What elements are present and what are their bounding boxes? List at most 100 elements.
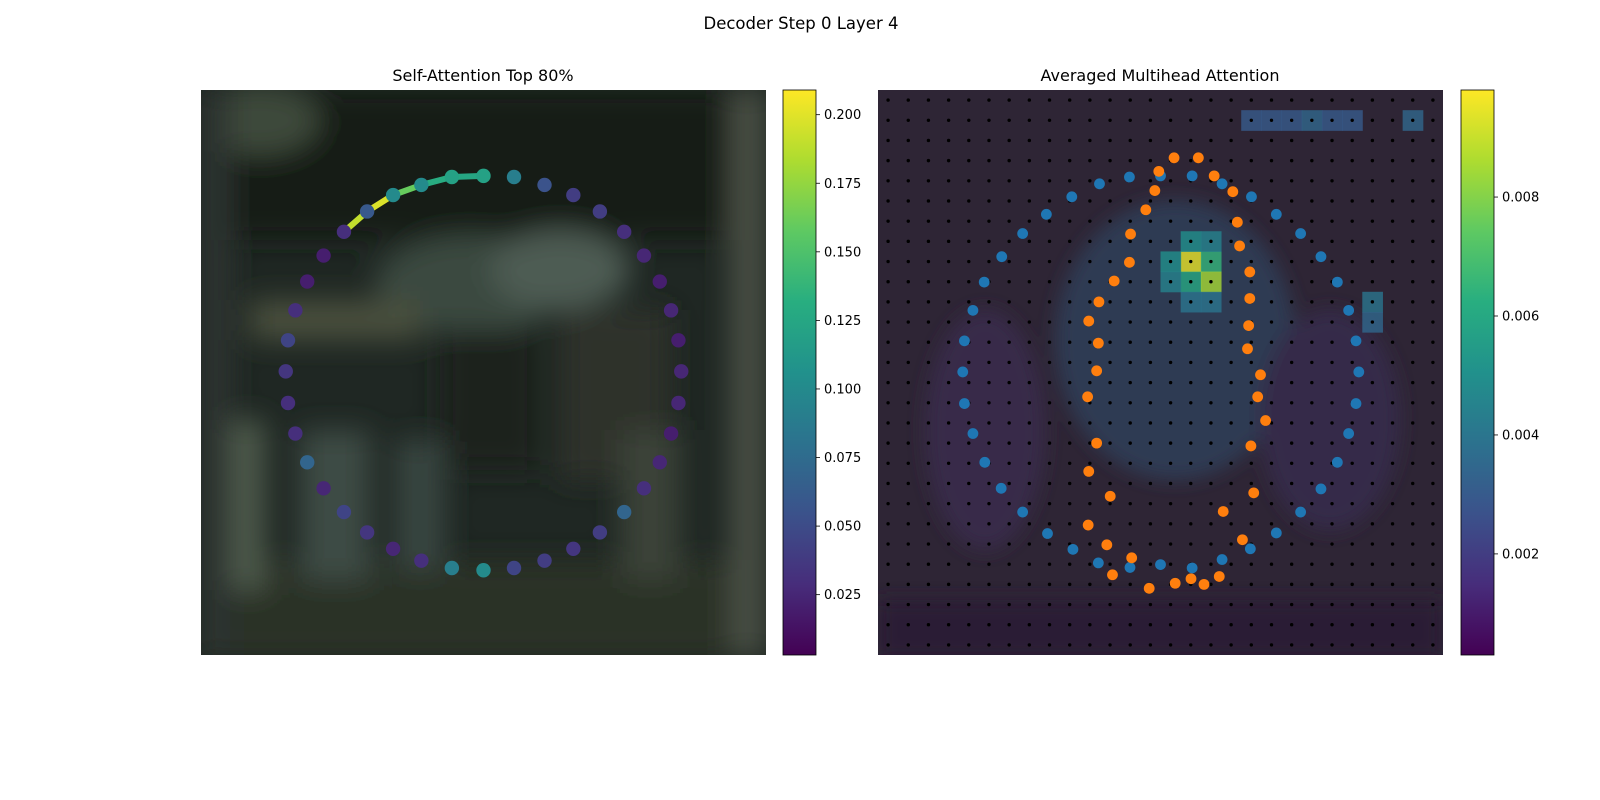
grid-dot (1390, 562, 1395, 566)
series-0-point-7 (996, 251, 1008, 263)
grid-dot (1189, 259, 1193, 264)
grid-dot (1330, 158, 1334, 163)
attention-point-0 (476, 168, 491, 184)
grid-dot (1390, 158, 1395, 163)
grid-dot (1390, 179, 1395, 183)
grid-dot (906, 320, 910, 324)
grid-dot (926, 522, 931, 526)
grid-dot (946, 239, 951, 244)
series-0-point-25 (1270, 527, 1282, 539)
grid-dot (1289, 501, 1294, 506)
grid-dot (1088, 118, 1092, 122)
grid-dot (1330, 300, 1334, 304)
series-0-point-37 (1270, 208, 1282, 220)
grid-dot (1431, 360, 1435, 365)
grid-dot (1249, 98, 1254, 102)
grid-dot (1411, 542, 1415, 546)
grid-dot (987, 623, 991, 627)
grid-dot (1067, 138, 1072, 143)
grid-dot (946, 441, 951, 445)
grid-dot (1027, 279, 1032, 284)
grid-dot (1350, 582, 1354, 587)
grid-dot (1370, 320, 1375, 324)
grid-dot (906, 623, 910, 627)
grid-dot (1047, 179, 1052, 183)
grid-dot (1007, 481, 1011, 486)
grid-dot (1229, 643, 1233, 647)
left-cbar-tick-label-3: 0.100 (824, 382, 861, 397)
grid-dot (1289, 623, 1294, 627)
grid-dot (1330, 138, 1334, 143)
grid-dot (1289, 542, 1294, 546)
grid-dot (906, 259, 910, 264)
grid-dot (1047, 643, 1052, 647)
grid-dot (1128, 360, 1132, 365)
grid-dot (1289, 380, 1294, 385)
series-0-point-3 (1094, 178, 1105, 190)
grid-dot (1067, 643, 1072, 647)
series-0-point-32 (1350, 335, 1362, 347)
grid-dot (1269, 179, 1274, 183)
grid-dot (1108, 219, 1112, 223)
right-cbar-tick-label-1: 0.004 (1502, 428, 1539, 443)
grid-dot (1431, 219, 1435, 223)
grid-dot (1027, 320, 1032, 324)
series-1-point-30 (1082, 519, 1094, 531)
grid-dot (1128, 279, 1132, 284)
grid-dot (1310, 542, 1314, 546)
series-0-point-24 (1244, 543, 1256, 555)
grid-dot (1249, 259, 1254, 264)
grid-dot (1007, 441, 1011, 445)
grid-dot (1390, 340, 1395, 344)
left-cbar-tick-label-4: 0.125 (824, 314, 861, 329)
grid-dot (967, 259, 971, 264)
grid-dot (926, 199, 931, 203)
grid-dot (1148, 340, 1153, 344)
grid-dot (1108, 481, 1112, 486)
grid-dot (946, 300, 951, 304)
grid-dot (1229, 239, 1233, 244)
grid-dot (1067, 421, 1072, 425)
grid-dot (1370, 199, 1375, 203)
attention-point-16 (359, 525, 375, 540)
grid-dot (1209, 582, 1213, 587)
grid-dot (1431, 199, 1435, 203)
grid-dot (1027, 259, 1032, 264)
grid-dot (1350, 522, 1354, 526)
grid-dot (1189, 239, 1193, 244)
grid-dot (1289, 421, 1294, 425)
grid-dot (1209, 300, 1213, 304)
grid-dot (906, 421, 910, 425)
attention-point-23 (566, 541, 581, 556)
grid-dot (1330, 441, 1334, 445)
grid-dot (926, 441, 931, 445)
grid-dot (987, 360, 991, 365)
grid-dot (1431, 158, 1435, 163)
grid-dot (1148, 179, 1153, 183)
grid-dot (1189, 501, 1193, 506)
grid-dot (1431, 279, 1435, 284)
grid-dot (1390, 219, 1395, 223)
grid-dot (1067, 602, 1072, 607)
grid-dot (1229, 401, 1233, 405)
grid-dot (1108, 239, 1112, 244)
series-0-point-0 (1186, 170, 1198, 182)
grid-dot (1189, 320, 1193, 324)
attention-point-20 (476, 563, 491, 578)
grid-dot (1330, 522, 1334, 526)
grid-dot (1108, 138, 1112, 143)
grid-dot (886, 199, 890, 203)
grid-dot (1128, 239, 1132, 244)
grid-dot (1168, 501, 1173, 506)
grid-dot (1189, 138, 1193, 143)
grid-dot (1067, 481, 1072, 486)
grid-dot (926, 582, 931, 587)
grid-dot (1330, 340, 1334, 344)
grid-dot (1289, 279, 1294, 284)
grid-dot (1067, 401, 1072, 405)
grid-dot (1148, 602, 1153, 607)
grid-dot (926, 542, 931, 546)
grid-dot (1067, 320, 1072, 324)
grid-dot (1148, 138, 1153, 143)
